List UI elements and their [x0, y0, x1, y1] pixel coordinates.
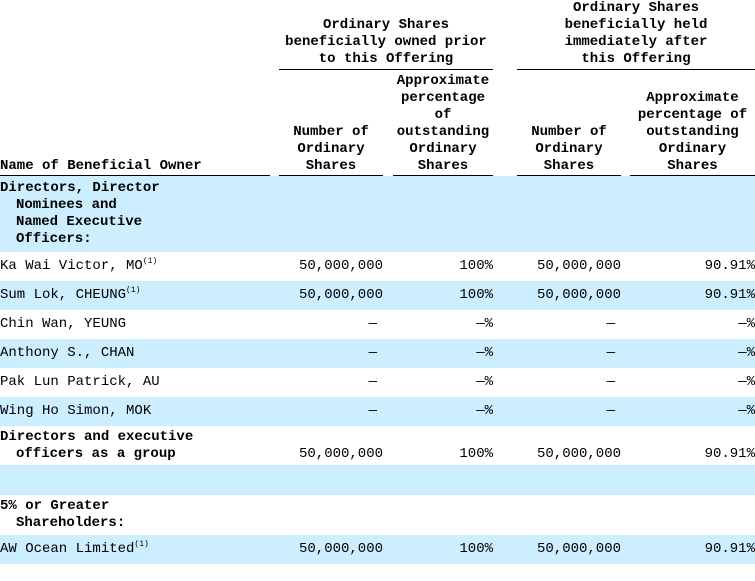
- section-directors: Directors, Director Nominees and Named E…: [0, 176, 755, 252]
- header-group-prior: Ordinary Shares beneficially owned prior…: [279, 0, 493, 70]
- owner-name: Chin Wan, YEUNG: [0, 310, 270, 339]
- num-after: —: [517, 397, 621, 426]
- group-num-prior: 50,000,000: [298, 445, 383, 462]
- header-pct-after: Approximate percentage of outstanding Or…: [630, 70, 755, 176]
- pct-prior: 100%: [393, 281, 493, 310]
- pct-after: 90.91%: [630, 281, 755, 310]
- section-text: Directors and executive: [0, 428, 194, 445]
- owner-name-text: Pak Lun Patrick, AU: [0, 374, 160, 390]
- owner-name-text: Chin Wan, YEUNG: [0, 316, 127, 332]
- owner-name-text: Wing Ho Simon, MOK: [0, 403, 152, 419]
- footnote-ref: (1): [126, 286, 141, 295]
- owner-name-text: Sum Lok, CHEUNG: [0, 287, 127, 303]
- header-num-after: Number of Ordinary Shares: [517, 70, 621, 176]
- pct-prior: —%: [393, 397, 493, 426]
- pct-after: —%: [738, 374, 755, 390]
- pct-after: 90.91%: [630, 535, 755, 564]
- num-after: —: [606, 316, 615, 332]
- num-after: 50,000,000: [517, 281, 621, 310]
- num-after: 50,000,000: [517, 535, 621, 564]
- num-after: —: [606, 374, 615, 390]
- num-prior: —: [368, 316, 377, 332]
- owner-name-text: Anthony S., CHAN: [0, 345, 135, 361]
- beneficial-ownership-table: Ordinary Shares beneficially owned prior…: [0, 0, 755, 564]
- footnote-ref: (1): [134, 540, 149, 549]
- pct-after: —%: [630, 397, 755, 426]
- section-text: Named Executive: [16, 214, 143, 230]
- table-row: Ka Wai Victor, MO(1) 50,000,000 100% 50,…: [0, 252, 755, 281]
- owner-name: Sum Lok, CHEUNG(1): [0, 281, 270, 310]
- group-pct-after: 90.91%: [704, 445, 755, 462]
- section-text: Nominees and: [16, 197, 117, 213]
- pct-prior: 100%: [393, 535, 493, 564]
- num-prior: 50,000,000: [298, 258, 383, 274]
- pct-prior: 100%: [459, 258, 493, 274]
- group-num-after: 50,000,000: [536, 445, 621, 462]
- table-row: Pak Lun Patrick, AU — —% — —%: [0, 368, 755, 397]
- section-text: Directors, Director: [0, 180, 160, 196]
- header-group-after: Ordinary Shares beneficially held immedi…: [517, 0, 755, 70]
- owner-name-text: Ka Wai Victor, MO: [0, 258, 143, 274]
- pct-after: —%: [738, 316, 755, 332]
- num-prior: —: [279, 339, 383, 368]
- section-text: officers as a group: [16, 445, 176, 462]
- table-row: Anthony S., CHAN — —% — —%: [0, 339, 755, 368]
- pct-prior: —%: [476, 316, 493, 332]
- section-text: Officers:: [16, 231, 92, 247]
- group-total-label: Directors and executive officers as a gr…: [0, 426, 270, 465]
- section-text: 5% or Greater: [0, 498, 110, 514]
- num-prior: —: [279, 397, 383, 426]
- footnote-ref: (1): [142, 257, 158, 266]
- owner-name: AW Ocean Limited(1): [0, 535, 270, 564]
- num-prior: 50,000,000: [279, 535, 383, 564]
- owner-name: Pak Lun Patrick, AU: [0, 368, 270, 397]
- pct-after: —%: [630, 339, 755, 368]
- num-prior: —: [368, 374, 377, 390]
- spacer-row: [0, 465, 755, 495]
- owner-name: Wing Ho Simon, MOK: [0, 397, 270, 426]
- pct-prior: —%: [393, 339, 493, 368]
- owner-name-text: AW Ocean Limited: [0, 541, 135, 557]
- owner-name: Anthony S., CHAN: [0, 339, 270, 368]
- section-text: Shareholders:: [16, 515, 126, 531]
- owner-name: Ka Wai Victor, MO(1): [0, 252, 270, 281]
- table-row: Chin Wan, YEUNG — —% — —%: [0, 310, 755, 339]
- section-five-percent: 5% or Greater Shareholders:: [0, 495, 755, 535]
- header-pct-prior: Approximate percentage of outstanding Or…: [393, 70, 493, 176]
- header-name: Name of Beneficial Owner: [0, 70, 270, 176]
- table-row: Wing Ho Simon, MOK — —% — —%: [0, 397, 755, 426]
- num-after: 50,000,000: [536, 258, 621, 274]
- num-after: —: [517, 339, 621, 368]
- header-num-prior: Number of Ordinary Shares: [279, 70, 383, 176]
- num-prior: 50,000,000: [279, 281, 383, 310]
- table-row: Sum Lok, CHEUNG(1) 50,000,000 100% 50,00…: [0, 281, 755, 310]
- table-row: AW Ocean Limited(1) 50,000,000 100% 50,0…: [0, 535, 755, 564]
- group-pct-prior: 100%: [459, 445, 493, 462]
- pct-prior: —%: [476, 374, 493, 390]
- pct-after: 90.91%: [704, 258, 755, 274]
